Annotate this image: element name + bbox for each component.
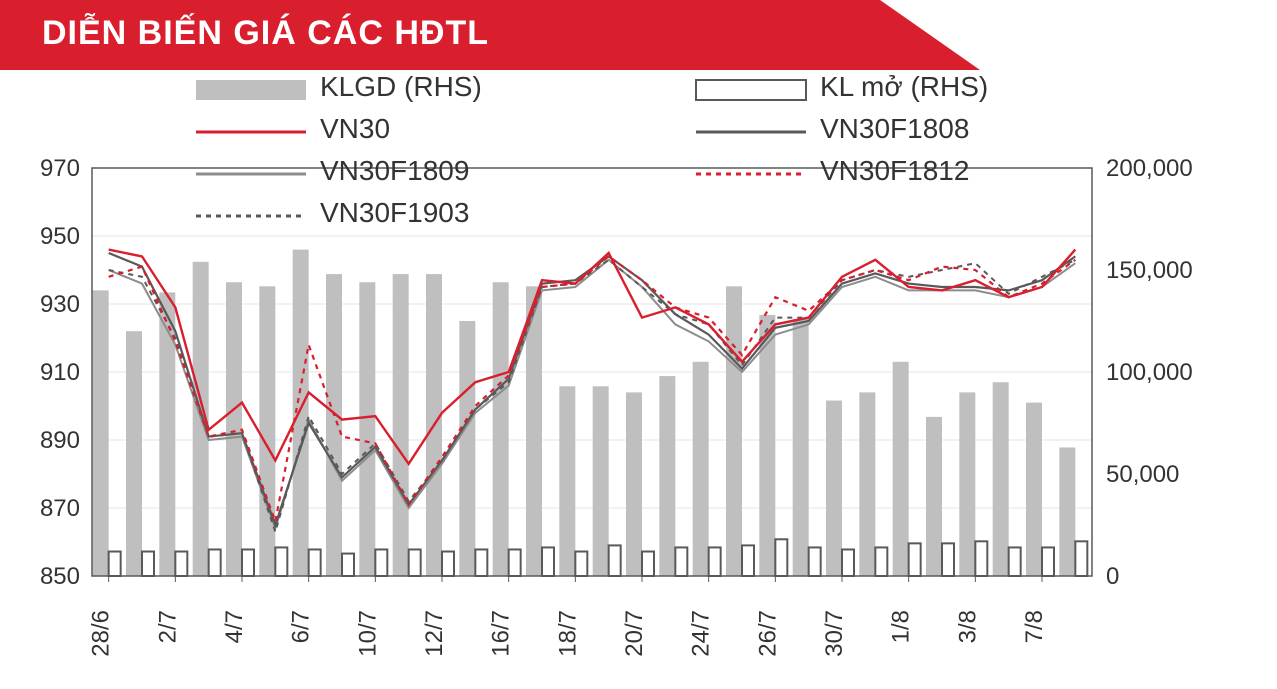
- klgd-bar: [693, 362, 709, 576]
- klgd-bar: [793, 319, 809, 576]
- x-tick: 26/7: [754, 610, 781, 657]
- y-right-tick: 50,000: [1106, 461, 1179, 488]
- y-left-tick: 870: [40, 495, 80, 522]
- klgd-bar: [593, 386, 609, 576]
- klmo-bar: [642, 552, 654, 576]
- x-tick: 2/7: [154, 610, 181, 643]
- klgd-bar: [326, 274, 342, 576]
- klmo-bar: [509, 549, 521, 576]
- klmo-bar: [742, 545, 754, 576]
- klmo-bar: [775, 539, 787, 576]
- klmo-bar: [275, 547, 287, 576]
- y-right-tick: 100,000: [1106, 359, 1193, 386]
- x-tick: 4/7: [221, 610, 248, 643]
- chart-container: 850 870 890 910 930 950 970 0 50,000 100,000 150,0…: [0, 70, 1277, 689]
- klmo-bar: [175, 552, 187, 576]
- klgd-bar: [393, 274, 409, 576]
- x-tick: 7/8: [1021, 610, 1048, 643]
- klmo-bar: [809, 547, 821, 576]
- legend-label: VN30F1903: [320, 197, 469, 228]
- klgd-bar: [93, 290, 109, 576]
- x-tick: 10/7: [354, 610, 381, 657]
- x-tick: 16/7: [488, 610, 515, 657]
- klmo-bar: [242, 549, 254, 576]
- y-right-tick: 200,000: [1106, 155, 1193, 182]
- x-tick: 28/6: [88, 610, 115, 657]
- klgd-bar: [1059, 447, 1075, 576]
- klmo-bar: [1042, 547, 1054, 576]
- legend-label: VN30: [320, 113, 390, 144]
- klmo-bar: [442, 552, 454, 576]
- klgd-bar: [293, 250, 309, 576]
- klmo-bar: [975, 541, 987, 576]
- klmo-bar: [309, 549, 321, 576]
- x-tick: 18/7: [554, 610, 581, 657]
- klgd-bar: [226, 282, 242, 576]
- klgd-bar: [259, 286, 275, 576]
- klgd-bar: [626, 392, 642, 576]
- x-tick: 30/7: [821, 610, 848, 657]
- klgd-bar: [893, 362, 909, 576]
- klmo-bar: [909, 543, 921, 576]
- klmo-bar: [842, 549, 854, 576]
- legend-label: VN30F1809: [320, 155, 469, 186]
- title-banner: DIỄN BIẾN GIÁ CÁC HĐTL: [0, 0, 1277, 70]
- klgd-bar: [659, 376, 675, 576]
- x-tick: 6/7: [288, 610, 315, 643]
- klmo-bar: [575, 552, 587, 576]
- x-tick: 20/7: [621, 610, 648, 657]
- klmo-bar: [375, 549, 387, 576]
- y-left-tick: 950: [40, 223, 80, 250]
- klmo-bar: [142, 552, 154, 576]
- legend-swatch: [196, 80, 306, 100]
- page-title: DIỄN BIẾN GIÁ CÁC HĐTL: [42, 14, 489, 53]
- y-left-tick: 850: [40, 563, 80, 590]
- klgd-bar: [993, 382, 1009, 576]
- legend-swatch: [696, 80, 806, 100]
- klgd-bar: [559, 386, 575, 576]
- klgd-bar: [826, 401, 842, 576]
- klgd-bar: [926, 417, 942, 576]
- y-left-tick: 930: [40, 291, 80, 318]
- legend-label: KL mở (RHS): [820, 71, 988, 102]
- klgd-bar: [159, 292, 175, 576]
- klmo-bar: [475, 549, 487, 576]
- klmo-bar: [942, 543, 954, 576]
- klmo-bar: [609, 545, 621, 576]
- y-right-tick: 150,000: [1106, 257, 1193, 284]
- klgd-bar: [359, 282, 375, 576]
- klgd-bar: [959, 392, 975, 576]
- x-tick: 1/8: [888, 610, 915, 643]
- klmo-bar: [709, 547, 721, 576]
- x-tick: 3/8: [954, 610, 981, 643]
- price-chart: 850 870 890 910 930 950 970 0 50,000 100,000 150,0…: [0, 70, 1277, 689]
- klgd-bar: [726, 286, 742, 576]
- x-tick: 12/7: [421, 610, 448, 657]
- klmo-bar: [1075, 541, 1087, 576]
- x-tick: 24/7: [688, 610, 715, 657]
- y-right-tick: 0: [1106, 563, 1119, 590]
- legend-label: KLGD (RHS): [320, 71, 482, 102]
- legend-label: VN30F1808: [820, 113, 969, 144]
- klmo-bar: [1009, 547, 1021, 576]
- klgd-bar: [1026, 403, 1042, 576]
- klmo-bar: [675, 547, 687, 576]
- legend-label: VN30F1812: [820, 155, 969, 186]
- klmo-bar: [209, 549, 221, 576]
- y-left-tick: 890: [40, 427, 80, 454]
- klmo-bar: [342, 554, 354, 576]
- klgd-bar: [126, 331, 142, 576]
- klgd-bar: [859, 392, 875, 576]
- y-left-tick: 910: [40, 359, 80, 386]
- klmo-bar: [875, 547, 887, 576]
- klgd-bar: [459, 321, 475, 576]
- y-left-tick: 970: [40, 155, 80, 182]
- klmo-bar: [409, 549, 421, 576]
- klgd-bar: [493, 282, 509, 576]
- klgd-bar: [759, 315, 775, 576]
- klmo-bar: [542, 547, 554, 576]
- klmo-bar: [109, 552, 121, 576]
